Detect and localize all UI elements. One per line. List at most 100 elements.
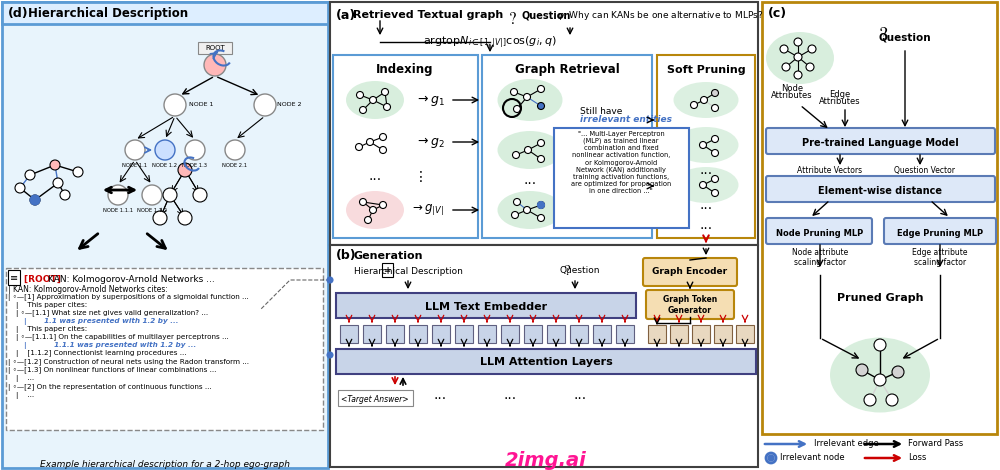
Ellipse shape [346, 191, 404, 229]
Text: ...: ... [523, 173, 537, 187]
Circle shape [524, 206, 530, 213]
Text: KAN: Kolmogorov-Arnold Networks ...: KAN: Kolmogorov-Arnold Networks ... [48, 275, 215, 284]
Circle shape [108, 185, 128, 205]
Circle shape [511, 88, 518, 95]
Text: LLM Text Embedder: LLM Text Embedder [425, 302, 547, 312]
Text: | ◦—[1.1.1] On the capabilities of multilayer perceptrons ...: | ◦—[1.1.1] On the capabilities of multi… [16, 334, 229, 341]
Text: Hierarchical Description: Hierarchical Description [28, 7, 188, 19]
Circle shape [874, 339, 886, 351]
FancyBboxPatch shape [432, 325, 450, 343]
FancyBboxPatch shape [570, 325, 588, 343]
FancyBboxPatch shape [330, 245, 758, 467]
FancyBboxPatch shape [336, 349, 756, 374]
Circle shape [700, 96, 708, 103]
Text: irrelevant entities: irrelevant entities [580, 116, 672, 125]
Circle shape [382, 88, 388, 95]
FancyBboxPatch shape [766, 176, 995, 202]
Text: Graph Retrieval: Graph Retrieval [515, 63, 619, 77]
Circle shape [384, 103, 390, 110]
Circle shape [524, 147, 532, 154]
Text: Hierarchical Description: Hierarchical Description [354, 266, 462, 275]
FancyBboxPatch shape [333, 55, 478, 238]
Circle shape [712, 89, 718, 96]
Circle shape [25, 170, 35, 180]
Text: $\rightarrow g_1$: $\rightarrow g_1$ [415, 93, 445, 108]
Circle shape [193, 188, 207, 202]
Text: Attributes: Attributes [819, 97, 861, 106]
Text: |       1.1 was presented with 1.2 by ...: | 1.1 was presented with 1.2 by ... [24, 318, 178, 325]
FancyBboxPatch shape [382, 263, 393, 277]
Circle shape [768, 455, 774, 461]
Circle shape [142, 185, 162, 205]
FancyBboxPatch shape [363, 325, 381, 343]
FancyBboxPatch shape [714, 325, 732, 343]
Text: LLM Attention Layers: LLM Attention Layers [480, 357, 612, 367]
Text: Pruned Graph: Pruned Graph [837, 293, 923, 303]
Text: (c): (c) [768, 7, 787, 19]
FancyBboxPatch shape [6, 268, 323, 430]
Text: Edge attribute
scaling factor: Edge attribute scaling factor [912, 248, 968, 267]
Circle shape [538, 102, 544, 110]
Text: Loss: Loss [908, 454, 926, 462]
Circle shape [30, 195, 40, 205]
Circle shape [73, 167, 83, 177]
FancyBboxPatch shape [198, 42, 232, 54]
Text: ≡: ≡ [384, 266, 390, 275]
Text: | KAN: Kolmogorov-Arnold Networks cites:: | KAN: Kolmogorov-Arnold Networks cites: [8, 285, 168, 294]
Circle shape [794, 53, 802, 61]
FancyBboxPatch shape [455, 325, 473, 343]
Text: (d): (d) [8, 7, 29, 19]
Text: Node: Node [781, 84, 803, 93]
FancyBboxPatch shape [616, 325, 634, 343]
Text: Edge Pruning MLP: Edge Pruning MLP [897, 228, 983, 237]
Text: |    ...: | ... [16, 392, 34, 399]
FancyBboxPatch shape [670, 325, 688, 343]
Text: Attributes: Attributes [771, 91, 813, 100]
Text: Retrieved Textual graph: Retrieved Textual graph [353, 10, 503, 20]
FancyBboxPatch shape [646, 290, 734, 319]
Text: $\mathrm{argtop}N_{i\in[1,|V|]}\cos(g_i,q)$: $\mathrm{argtop}N_{i\in[1,|V|]}\cos(g_i,… [423, 34, 557, 50]
FancyBboxPatch shape [648, 325, 666, 343]
Circle shape [153, 211, 167, 225]
Circle shape [538, 86, 544, 93]
FancyBboxPatch shape [482, 55, 652, 238]
Text: $\mathbb{?}$: $\mathbb{?}$ [508, 10, 517, 28]
Text: NODE 1.2: NODE 1.2 [152, 163, 178, 168]
Circle shape [794, 71, 802, 79]
Text: NODE 1.1.1: NODE 1.1.1 [103, 208, 133, 213]
Circle shape [360, 107, 366, 113]
Circle shape [30, 195, 40, 205]
Circle shape [886, 394, 898, 406]
Circle shape [690, 102, 698, 109]
Circle shape [380, 147, 386, 154]
Text: <Target Answer>: <Target Answer> [341, 394, 409, 404]
Text: |    This paper cites:: | This paper cites: [16, 326, 87, 333]
Circle shape [538, 156, 544, 163]
Ellipse shape [674, 127, 738, 163]
Text: Question: Question [560, 266, 600, 275]
FancyBboxPatch shape [338, 390, 413, 406]
Text: Question Vector: Question Vector [895, 166, 956, 175]
Text: Question: Question [879, 33, 931, 43]
Circle shape [370, 206, 376, 213]
FancyBboxPatch shape [336, 293, 636, 318]
Circle shape [125, 140, 145, 160]
Text: Graph Encoder: Graph Encoder [652, 267, 728, 276]
Text: ...: ... [699, 163, 713, 177]
Circle shape [327, 277, 333, 283]
Text: $\rightarrow g_2$: $\rightarrow g_2$ [415, 134, 445, 149]
FancyBboxPatch shape [766, 128, 995, 154]
Text: $\rightarrow g_{|V|}$: $\rightarrow g_{|V|}$ [410, 203, 444, 218]
Circle shape [512, 151, 520, 158]
Text: Attribute Vectors: Attribute Vectors [797, 166, 863, 175]
Circle shape [712, 175, 718, 182]
Circle shape [780, 45, 788, 53]
Text: NODE 1.3: NODE 1.3 [182, 163, 208, 168]
Text: ≡: ≡ [10, 273, 18, 283]
Text: Example hierarchical description for a 2-hop ego-graph: Example hierarchical description for a 2… [40, 460, 290, 469]
Text: NODE 2: NODE 2 [277, 102, 302, 108]
Circle shape [360, 198, 366, 205]
Circle shape [782, 63, 790, 71]
Circle shape [53, 178, 63, 188]
Text: Edge: Edge [829, 90, 851, 99]
